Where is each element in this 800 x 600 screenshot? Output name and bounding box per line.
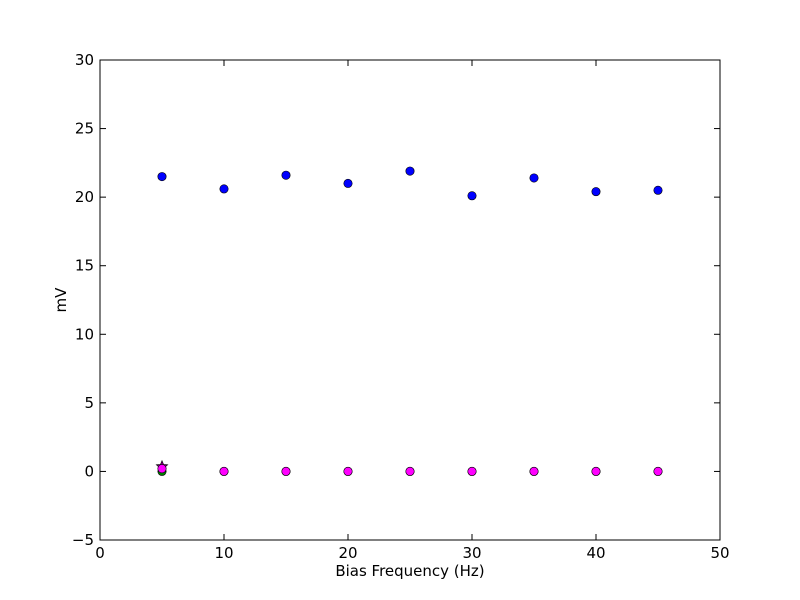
data-point-series-0 — [157, 172, 167, 182]
x-tick-label: 20 — [338, 544, 357, 562]
x-axis-label: Bias Frequency (Hz) — [335, 562, 484, 580]
x-tick-label: 10 — [214, 544, 233, 562]
x-tick-label: 40 — [586, 544, 605, 562]
data-point-series-3 — [467, 466, 477, 476]
data-point-series-0 — [219, 184, 229, 194]
x-tick-label: 50 — [710, 544, 729, 562]
y-tick-label: 30 — [75, 51, 94, 69]
data-point-series-0 — [405, 166, 415, 176]
data-point-series-3 — [405, 466, 415, 476]
plot-area — [99, 59, 721, 541]
data-point-series-3 — [157, 464, 167, 474]
y-tick-label: 5 — [84, 394, 94, 412]
data-point-series-0 — [467, 191, 477, 201]
data-point-series-0 — [529, 173, 539, 183]
y-tick-label: 15 — [75, 257, 94, 275]
data-point-series-3 — [529, 466, 539, 476]
y-tick-label: 10 — [75, 325, 94, 343]
data-point-series-0 — [343, 178, 353, 188]
data-point-series-0 — [591, 187, 601, 197]
y-axis-label: mV — [52, 287, 70, 313]
data-point-series-3 — [591, 466, 601, 476]
data-point-series-0 — [281, 170, 291, 180]
y-tick-label: −5 — [72, 531, 94, 549]
data-point-series-0 — [653, 185, 663, 195]
x-tick-label: 30 — [462, 544, 481, 562]
y-tick-label: 0 — [84, 462, 94, 480]
x-tick-label: 0 — [95, 544, 105, 562]
data-point-series-3 — [281, 466, 291, 476]
y-tick-label: 25 — [75, 120, 94, 138]
data-point-series-3 — [343, 466, 353, 476]
data-points — [155, 166, 663, 476]
data-point-series-3 — [653, 466, 663, 476]
y-tick-label: 20 — [75, 188, 94, 206]
data-point-series-3 — [219, 466, 229, 476]
